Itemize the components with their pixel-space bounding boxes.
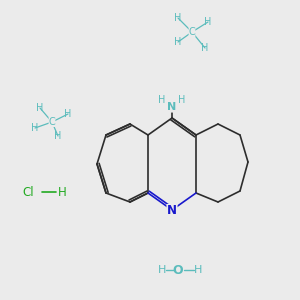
Text: H: H	[174, 37, 182, 47]
Text: H: H	[54, 131, 62, 141]
Text: H: H	[36, 103, 44, 113]
Text: C: C	[49, 117, 56, 127]
Text: C: C	[189, 27, 195, 37]
Text: H: H	[201, 43, 209, 53]
Text: Cl: Cl	[22, 185, 34, 199]
Text: H: H	[158, 95, 166, 105]
Text: N: N	[167, 205, 177, 218]
Text: H: H	[194, 265, 202, 275]
Text: O: O	[173, 263, 183, 277]
Text: H: H	[64, 109, 72, 119]
Text: H: H	[158, 265, 166, 275]
Text: H: H	[178, 95, 186, 105]
Text: H: H	[204, 17, 212, 27]
Text: H: H	[31, 123, 39, 133]
Text: N: N	[167, 102, 177, 112]
Text: H: H	[174, 13, 182, 23]
Text: H: H	[58, 185, 66, 199]
